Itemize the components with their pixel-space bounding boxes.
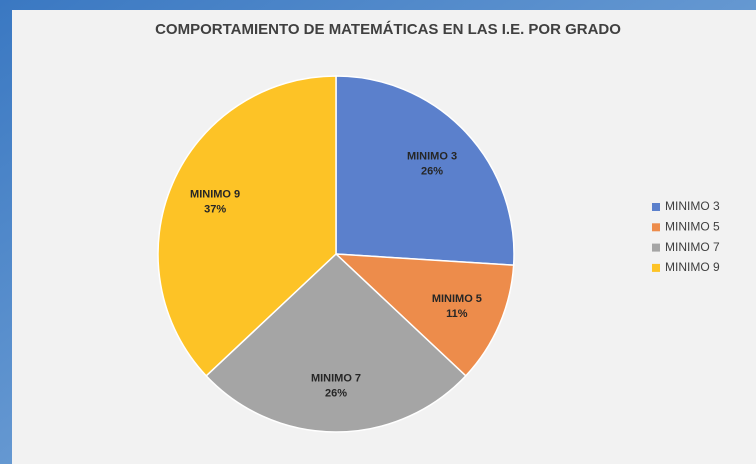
pie-slice [157, 75, 337, 377]
pie-slice [333, 253, 515, 377]
data-label-name: MINIMO 3 [407, 151, 457, 163]
legend-swatch [652, 243, 660, 252]
data-label-name: MINIMO 5 [432, 293, 482, 305]
legend-swatch [652, 203, 660, 211]
data-label-value: 11% [446, 308, 468, 320]
legend-label: MINIMO 3 [665, 199, 720, 213]
legend-swatch [652, 223, 660, 232]
pie-slice [335, 75, 515, 266]
legend-label: MINIMO 5 [665, 219, 720, 233]
data-label-value: 37% [204, 204, 226, 216]
legend-label: MINIMO 9 [665, 260, 720, 274]
chart-title: COMPORTAMIENTO DE MATEMÁTICAS EN LAS I.E… [155, 21, 621, 38]
data-label-name: MINIMO 7 [311, 373, 361, 385]
legend-label: MINIMO 7 [665, 240, 720, 254]
data-label-name: MINIMO 9 [190, 189, 240, 201]
data-label-value: 26% [421, 166, 443, 178]
pie: MINIMO 3 26% MINIMO 5 11% MINIMO 7 26% MINIMO … [157, 75, 515, 433]
data-label-value: 26% [325, 388, 347, 400]
pie-slice [205, 252, 467, 433]
legend-swatch [652, 263, 660, 272]
legend: MINIMO 3 MINIMO 5 MINIMO 7 MINIMO 9 [652, 199, 720, 274]
